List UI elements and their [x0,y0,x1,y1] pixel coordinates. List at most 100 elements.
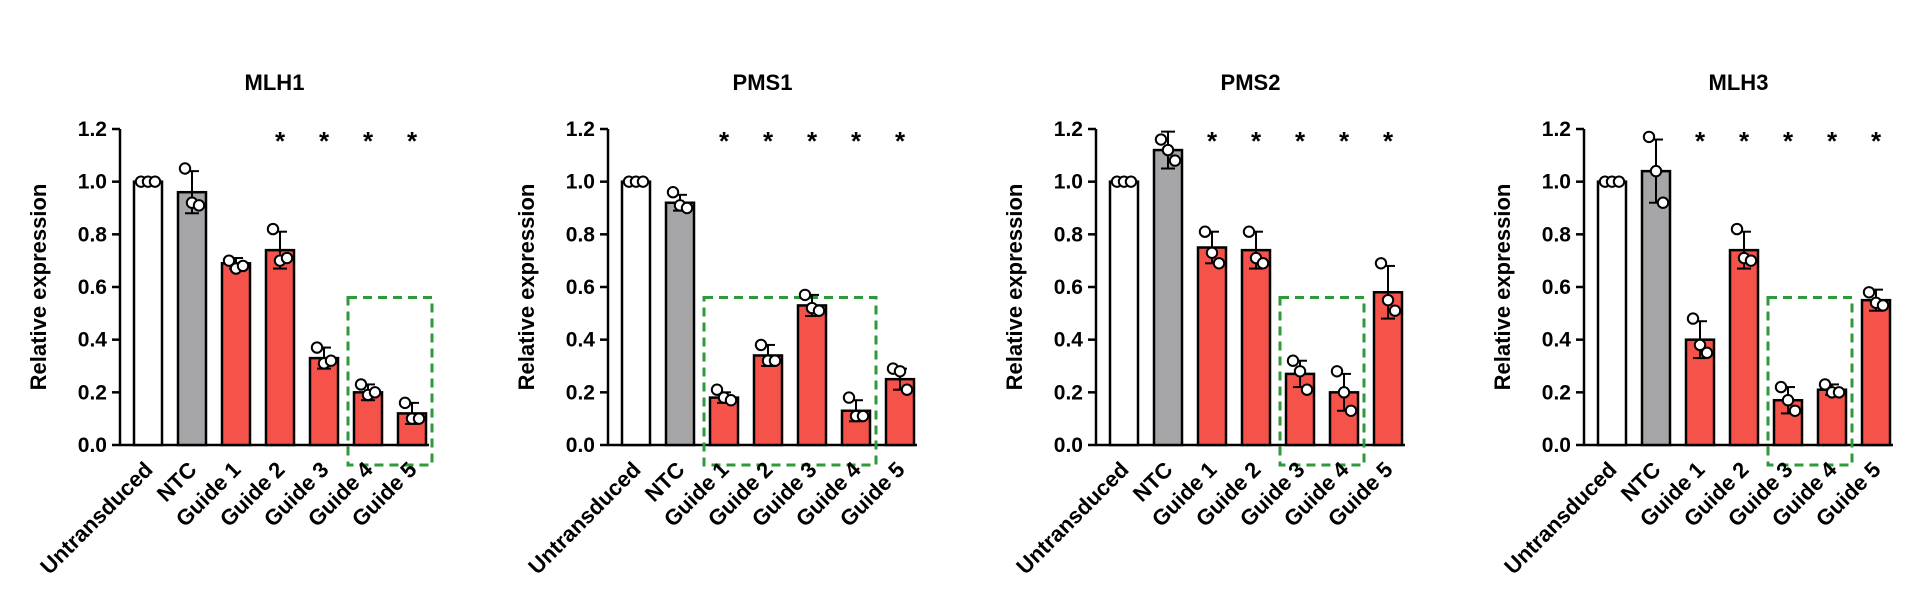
y-tick-label: 0.8 [566,223,596,246]
data-point [1642,130,1656,144]
data-point [1300,383,1314,396]
bar-guide-2 [1728,248,1760,447]
data-point [856,409,870,423]
significance-star: * [1739,126,1750,156]
chart-panel-pms2: PMS2 Relative expression 0.0 0.2 0.4 0.6 0.8 1.… [1002,70,1405,579]
y-tick-label: 0.4 [566,329,596,352]
significance-star: * [851,126,862,156]
highlight-box [346,296,434,467]
significance-star: * [1695,126,1706,156]
data-point [900,383,914,396]
highlight-box [1766,296,1854,467]
y-tick-label: 1.2 [566,118,595,141]
y-tick-label: 1.0 [78,171,107,194]
data-point [222,254,236,267]
chart-title: MLH3 [1709,70,1769,95]
bar-guide-3 [796,304,828,447]
bar-untransduced [1596,180,1628,447]
data-point [1168,154,1182,167]
data-point [1212,257,1226,270]
y-tick-label: 0.2 [1054,381,1083,404]
y-tick-label: 1.0 [566,171,595,194]
y-tick-label: 1.0 [1542,171,1571,194]
significance-star: * [807,126,818,156]
bar-ntc [1640,169,1672,447]
y-tick-label: 0.0 [1542,434,1571,457]
y-axis-label: Relative expression [1002,184,1027,391]
y-tick-label: 1.2 [1542,118,1571,141]
y-tick-label: 0.2 [1542,381,1571,404]
chart-panel-mlh1: MLH1 Relative expression 0.0 0.2 0.4 0.6 0.8 1.… [26,70,434,579]
significance-star: * [1251,126,1262,156]
bar-ntc [1152,148,1184,447]
data-point [1730,222,1744,236]
data-point [1205,246,1219,259]
y-tick-label: 0.6 [566,276,595,299]
data-point [1774,380,1788,394]
data-point [1744,254,1758,267]
bar-guide-2 [264,248,296,447]
x-tick-label: Untransduced [1011,457,1133,579]
data-point [1862,286,1876,299]
y-tick-label: 0.4 [1542,329,1572,352]
data-point [236,259,250,273]
data-point [1242,225,1256,238]
significance-star: * [1827,126,1838,156]
data-point [1832,386,1846,399]
data-point [1388,304,1402,317]
data-point [1293,365,1307,378]
significance-star: * [1295,126,1306,156]
data-point [1686,312,1700,325]
y-tick-label: 0.0 [566,434,595,457]
data-point [310,341,324,354]
x-tick-label: Untransduced [1499,457,1621,579]
x-tick-label: Untransduced [523,457,645,579]
data-point [1693,338,1707,352]
bar-untransduced [132,180,164,447]
data-point [768,354,782,367]
data-point [178,162,192,175]
bar-untransduced [620,180,652,447]
significance-star: * [407,126,418,156]
y-tick-label: 0.8 [1542,223,1572,246]
bar-ntc [176,190,208,447]
data-point [192,199,206,212]
y-tick-label: 1.2 [1054,118,1083,141]
data-point [710,383,724,396]
data-point [412,412,426,425]
data-point [1124,175,1138,188]
data-point [280,251,294,265]
data-point [754,338,768,352]
y-tick-label: 0.6 [1542,276,1571,299]
data-point [842,391,856,404]
data-point [724,394,738,407]
y-tick-label: 0.6 [1054,276,1083,299]
data-point [1700,346,1714,360]
y-tick-label: 0.4 [1054,329,1084,352]
data-point [1818,378,1832,391]
data-point [666,186,680,199]
y-tick-label: 0.8 [1054,223,1084,246]
chart-title: PMS2 [1221,70,1281,95]
data-point [680,201,694,215]
data-point [266,222,280,236]
data-point [1374,257,1388,270]
significance-star: * [275,126,286,156]
bar-guide-5 [1860,298,1892,447]
data-point [1198,225,1212,238]
data-point [324,354,338,367]
data-point [1781,394,1795,407]
y-tick-label: 0.2 [566,381,595,404]
y-axis-label: Relative expression [1490,184,1515,391]
data-point [1612,175,1626,188]
data-point [1649,164,1663,178]
bar-untransduced [1108,180,1140,447]
data-point [1154,133,1168,146]
data-point [798,288,812,302]
data-point [1337,386,1351,399]
data-point [354,378,368,391]
bar-ntc [664,201,696,447]
y-tick-label: 0.4 [78,329,108,352]
significance-star: * [363,126,374,156]
significance-star: * [1207,126,1218,156]
